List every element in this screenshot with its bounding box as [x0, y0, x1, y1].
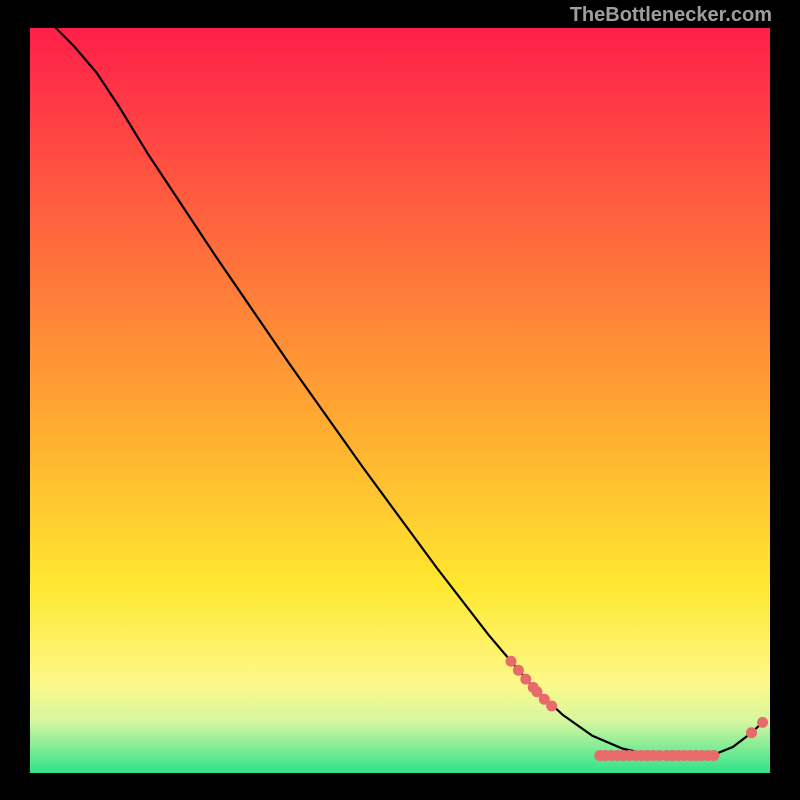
watermark-text: TheBottlenecker.com [570, 4, 772, 27]
chart-container: TheBottlenecker.com [0, 0, 800, 800]
plot-area [30, 28, 770, 773]
